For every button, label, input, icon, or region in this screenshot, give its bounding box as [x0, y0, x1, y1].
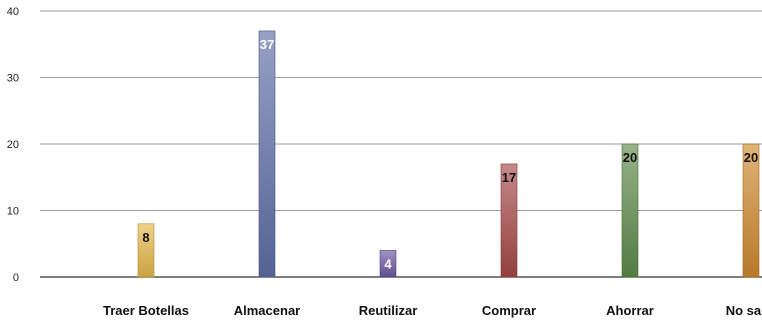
bar — [258, 30, 276, 278]
y-tick-label: 0 — [13, 272, 19, 284]
y-tick-label: 40 — [7, 6, 19, 18]
x-category-label: Traer Botellas — [103, 303, 189, 318]
x-category-label: Comprar — [482, 303, 536, 318]
x-category-label: Ahorrar — [606, 303, 654, 318]
y-tick-label: 20 — [7, 139, 19, 151]
y-tick-label: 30 — [7, 73, 19, 85]
x-axis-labels: Traer Botellas Almacenar Reutilizar Comprar… — [103, 303, 762, 318]
bar — [742, 143, 760, 278]
data-label: 17 — [502, 170, 516, 185]
bar — [500, 163, 518, 278]
y-tick-label: 10 — [7, 206, 19, 218]
bar — [621, 143, 639, 278]
bar — [137, 223, 155, 278]
x-category-label: Reutilizar — [359, 303, 418, 318]
y-axis-ticks: 0 10 20 30 40 — [7, 6, 19, 284]
data-label: 37 — [260, 37, 274, 52]
x-category-label: Almacenar — [234, 303, 300, 318]
data-label: 4 — [384, 256, 392, 271]
x-category-label: No sabe — [726, 303, 762, 318]
bar — [379, 250, 397, 278]
gridlines — [40, 10, 762, 278]
data-label: 20 — [744, 150, 758, 165]
bars: 8 37 4 17 20 20 — [137, 30, 760, 278]
data-label: 8 — [142, 230, 149, 245]
data-label: 20 — [623, 150, 637, 165]
